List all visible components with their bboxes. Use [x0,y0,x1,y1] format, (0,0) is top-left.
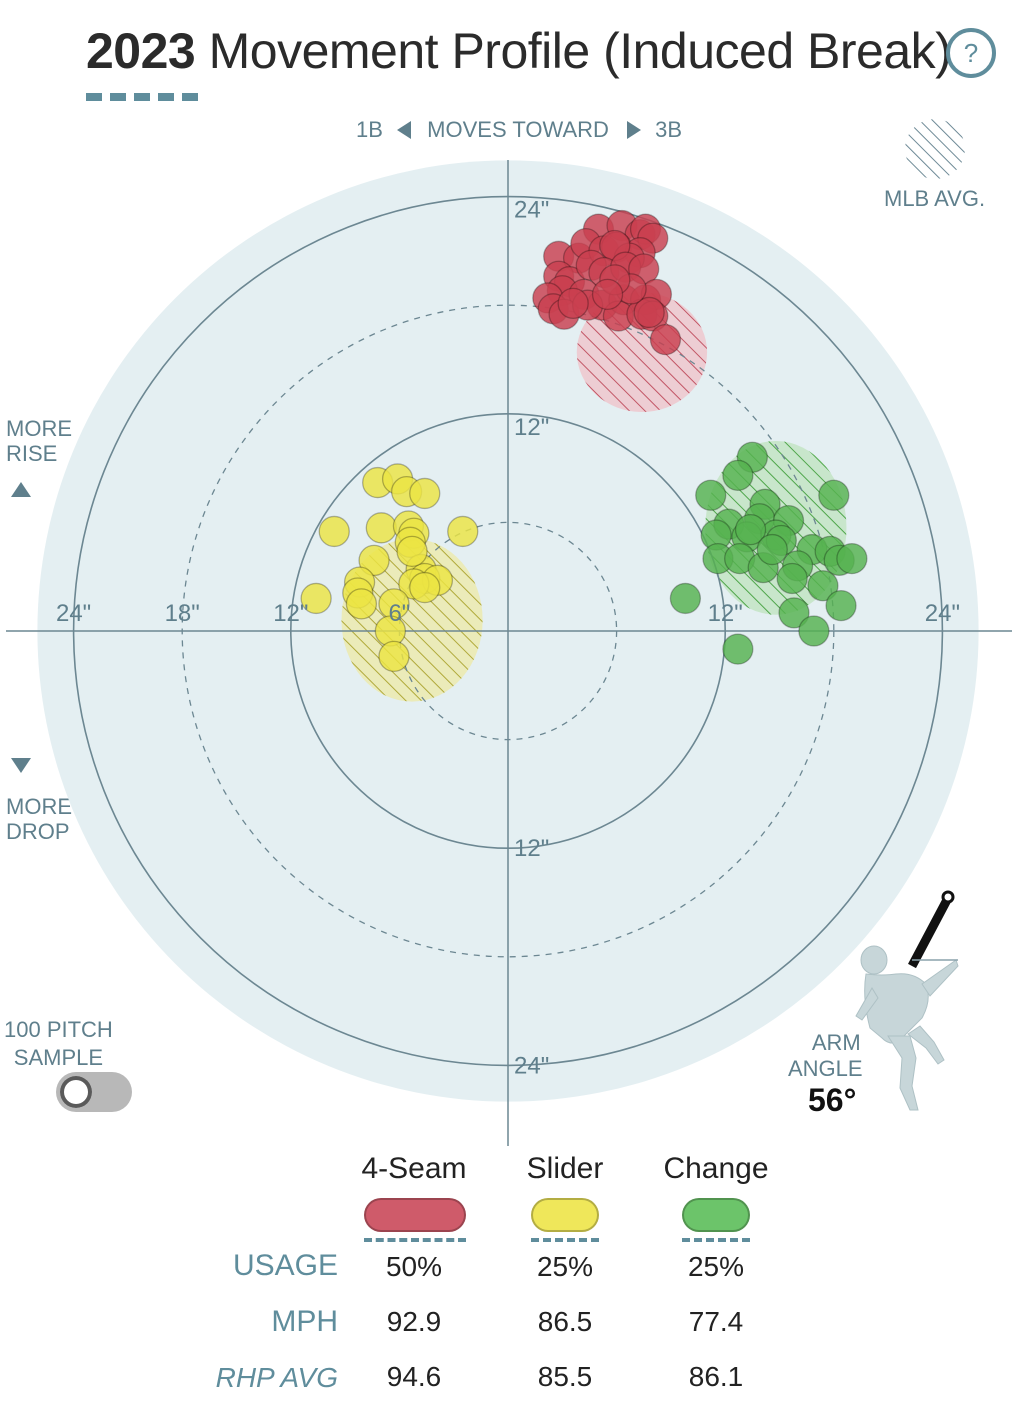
title-year: 2023 [86,23,196,79]
pitch-point-4-seam [591,278,624,310]
arm-angle-label: ARM ANGLE [788,1030,863,1082]
pitch-point-change [818,479,850,511]
more-rise-label: MORE RISE [6,416,72,466]
title-underline [86,93,198,101]
mlb-avg-label: MLB AVG. [884,186,986,211]
pill-underline-4seam [364,1238,466,1242]
more-rise-line2: RISE [6,441,58,466]
pitch-point-change [798,615,830,647]
mlb-avg-legend-icon [905,119,965,179]
mph-change: 77.4 [688,1306,744,1337]
triangle-down-icon [11,758,31,773]
sample-label: 100 PITCH SAMPLE [4,1016,113,1072]
pitch-point-slider [345,588,378,620]
more-drop-line2: DROP [6,819,70,844]
row-label-mph: MPH [271,1305,338,1338]
pitch-point-slider [378,640,410,672]
question-icon: ? [963,37,979,68]
ring-label-y: 12" [514,835,549,862]
triangle-up-icon [11,482,31,497]
pitch-point-slider [447,515,479,548]
pitch-point-change [807,570,839,602]
pitch-point-change [756,533,788,566]
ring-label-y: 24" [514,1052,549,1079]
direction-right-base: 3B [655,117,683,142]
pitch-pill-change[interactable] [682,1198,750,1232]
ring-label-y: 12" [514,414,549,441]
ring-label-x: 24" [925,600,960,627]
ring-label-x: 6" [388,600,410,627]
pitch-point-change [836,542,868,575]
more-drop-label: MORE DROP [6,794,72,844]
pitch-point-slider [365,512,397,544]
sample-label-line1: 100 PITCH [4,1017,113,1042]
pitcher-figure-icon [855,890,959,1111]
mph-slider: 86.5 [537,1306,593,1337]
pill-underline-change [682,1238,750,1242]
triangle-left-icon [397,121,412,139]
more-rise-line1: MORE [6,416,72,441]
arm-angle-line1: ARM [811,1030,861,1055]
usage-slider: 25% [536,1251,594,1282]
pitch-point-slider [358,544,390,577]
pitch-point-change [825,590,857,622]
mph-4seam: 92.9 [386,1306,442,1337]
pitch-point-change [722,633,754,665]
pitch-point-4-seam [557,287,589,320]
pitch-point-slider [318,515,350,548]
ring-label-x: 12" [273,600,308,627]
pitch-pill-4seam[interactable] [364,1198,466,1232]
ring-label-y: 24" [514,197,549,224]
pitch-point-change [776,562,808,595]
usage-change: 25% [687,1251,745,1282]
pill-underline-slider [531,1238,599,1242]
usage-4seam: 50% [385,1251,443,1282]
pitch-name-slider: Slider [526,1152,604,1185]
more-drop-line1: MORE [6,794,72,819]
direction-center: MOVES TOWARD [427,117,609,142]
pitch-point-4-seam [633,296,665,329]
pitch-point-slider [396,535,428,568]
chart-title: 2023 Movement Profile (Induced Break) [86,22,952,80]
pitch-point-change [734,513,767,546]
pitch-point-change [669,582,702,615]
ring-label-x: 18" [165,600,200,627]
pitch-point-slider [409,571,441,604]
pitch-point-slider [300,582,332,615]
pitch-point-change [778,597,810,629]
movement-chart: 24" 18" 12" 6" 12" 24" 24" 12" 12" 24" [6,160,1012,1146]
pitch-pill-slider[interactable] [531,1198,599,1232]
triangle-right-icon [627,121,642,139]
arm-angle-value: 56° [808,1082,857,1118]
help-button[interactable]: ? [946,28,996,78]
pitch-name-change: Change [663,1152,769,1185]
toggle-knob[interactable] [60,1076,92,1108]
ring-label-x: 12" [708,600,743,627]
pitch-point-slider [409,477,441,510]
ring-label-x: 24" [56,600,91,627]
rhp-avg-4seam: 94.6 [386,1361,442,1392]
sample-toggle[interactable] [56,1072,132,1112]
pitch-point-change [722,459,754,491]
pitch-point-change [695,479,727,511]
sample-label-line2: SAMPLE [13,1045,104,1070]
row-label-rhp-avg: RHP AVG [215,1362,338,1393]
arm-angle-line2: ANGLE [788,1056,863,1081]
rhp-avg-slider: 85.5 [537,1361,593,1392]
title-text: Movement Profile (Induced Break) [208,23,952,79]
pitch-point-4-seam [649,323,682,356]
direction-left-base: 1B [356,117,383,142]
direction-label: 1B MOVES TOWARD 3B [356,117,682,143]
pitch-name-4seam: 4-Seam [361,1152,467,1185]
rhp-avg-change: 86.1 [688,1361,744,1392]
row-label-usage: USAGE [232,1249,338,1282]
